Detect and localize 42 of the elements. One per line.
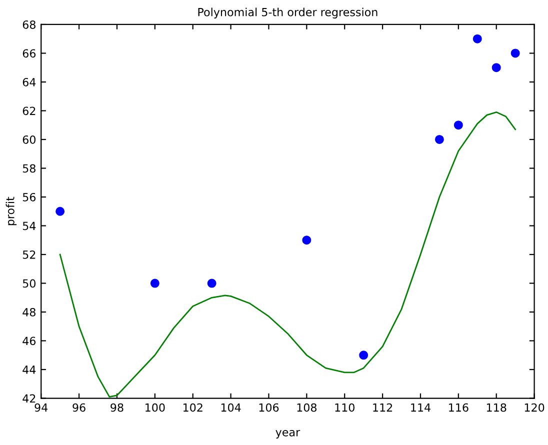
x-tick-label: 116 [449,403,468,412]
y-tick-label: 42 [22,394,36,402]
y-tick-label: 52 [22,250,36,259]
y-tick-label: 62 [22,106,36,116]
point [302,236,312,245]
x-tick-label: 106 [259,403,279,412]
x-tick-label: 120 [524,403,544,412]
x-tick-label: 94 [34,403,48,412]
chart-title: Polynomial 5-th order regression [198,8,378,18]
x-tick-label: 108 [297,403,317,412]
x-tick-label: 100 [146,403,165,412]
x-tick-label: 112 [373,403,392,412]
x-tick-label: 118 [486,403,506,412]
x-tick-label: 98 [110,403,124,412]
y-tick-label: 48 [22,308,36,316]
y-tick-label: 56 [22,192,36,202]
x-tick-label: 114 [411,403,430,412]
point [492,63,501,72]
y-axis-title: profit [6,196,17,226]
point [56,206,65,216]
point [472,34,482,44]
y-tick-label: 64 [22,78,36,86]
y-tick-label: 46 [22,336,36,346]
line-series [59,111,516,398]
x-tick-label: 102 [183,403,202,412]
x-tick-label: 96 [72,403,86,412]
y-tick-label: 58 [22,164,36,173]
y-tick-label: 60 [22,135,36,144]
x-tick-label: 104 [221,403,241,412]
y-tick-label: 66 [22,49,36,58]
y-tick-label: 54 [22,222,36,230]
x-tick-label: 110 [335,403,354,412]
y-tick-label: 50 [22,279,36,288]
point [454,120,463,130]
point [207,278,216,288]
x-axis-title: year [276,430,300,439]
point [510,48,520,58]
point [150,278,160,288]
y-tick-label: 44 [22,366,36,374]
point [359,350,368,360]
y-tick-label: 68 [22,20,36,29]
point [434,134,444,144]
